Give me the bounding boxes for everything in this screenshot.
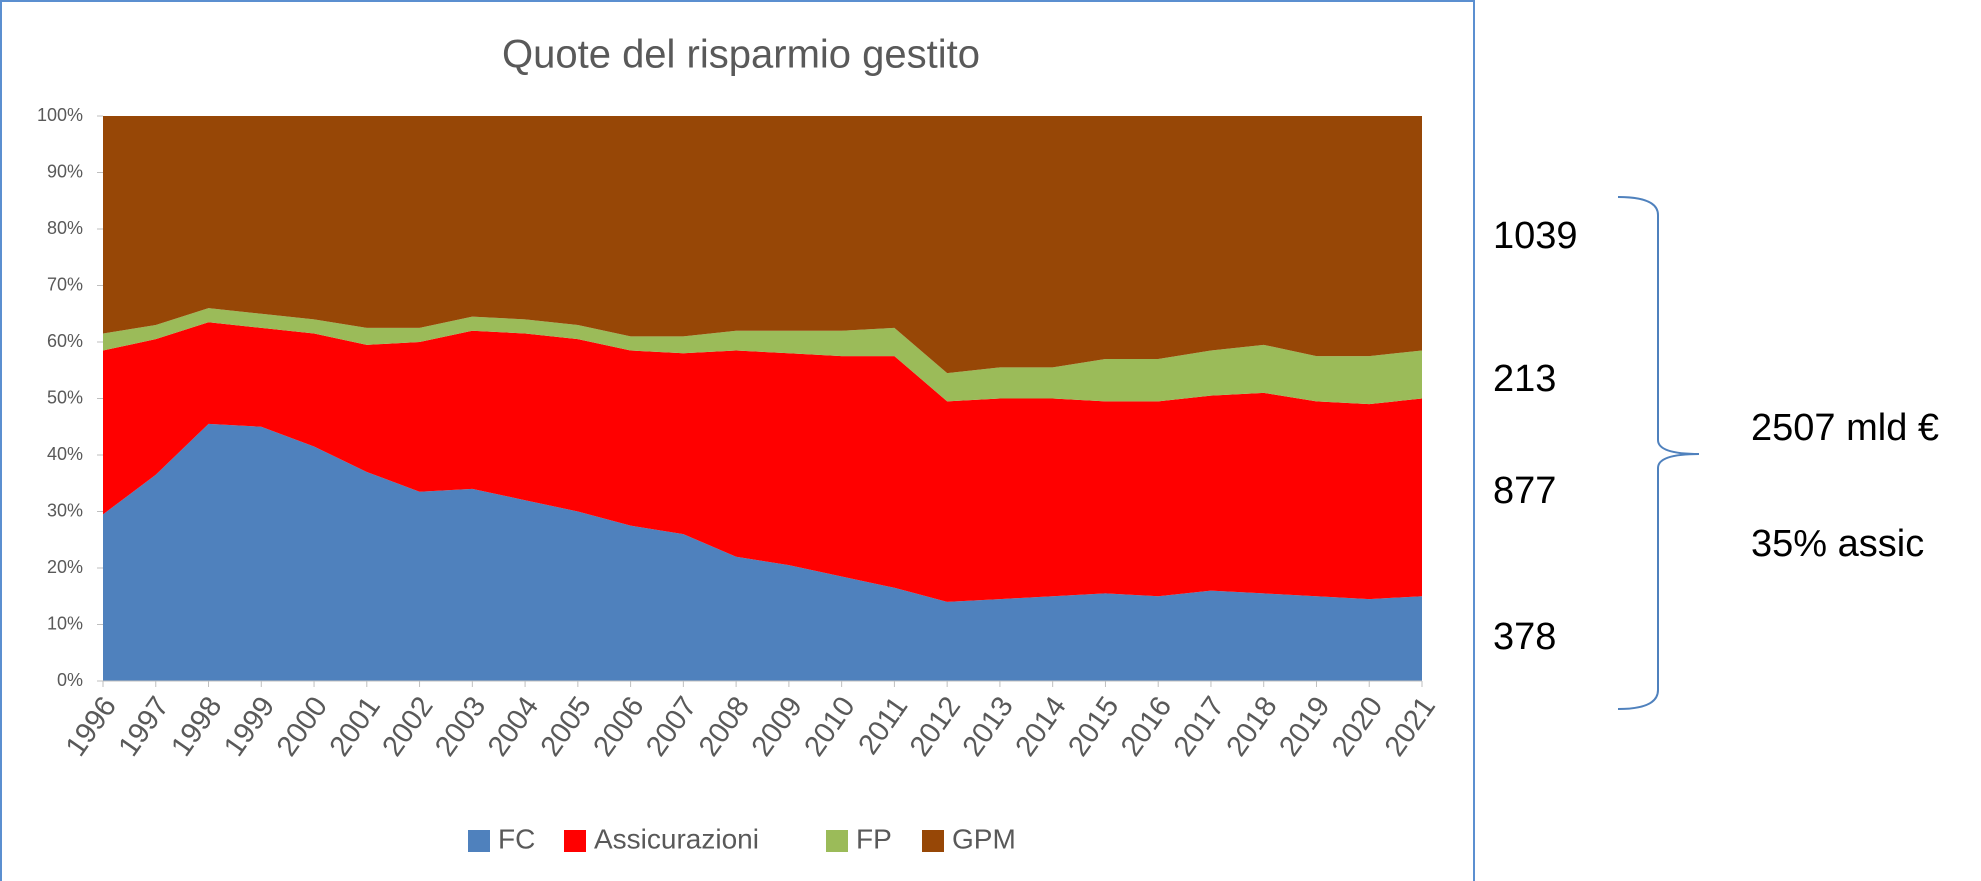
annotation: 2507 mld € (1751, 407, 1939, 449)
y-tick-label: 70% (47, 274, 83, 294)
chart-title: Quote del risparmio gestito (502, 33, 980, 77)
y-tick-label: 90% (47, 161, 83, 181)
legend-swatch (826, 830, 848, 852)
y-tick-label: 80% (47, 218, 83, 238)
y-tick-label: 60% (47, 331, 83, 351)
legend-swatch (468, 830, 490, 852)
area (103, 423, 1422, 681)
y-tick-label: 50% (47, 387, 83, 407)
legend-label: GPM (952, 823, 1016, 854)
area (103, 322, 1422, 602)
y-tick-label: 20% (47, 557, 83, 577)
legend-label: FP (856, 823, 892, 854)
y-tick-label: 0% (57, 670, 83, 690)
annotation: 378 (1493, 616, 1556, 658)
area (103, 116, 1422, 374)
legend-swatch (922, 830, 944, 852)
legend-label: FC (498, 823, 535, 854)
y-tick-label: 30% (47, 500, 83, 520)
area (103, 308, 1422, 405)
annotation: 213 (1493, 358, 1556, 400)
annotation: 877 (1493, 470, 1556, 512)
y-tick-label: 40% (47, 444, 83, 464)
brace (1617, 196, 1700, 710)
legend-label: Assicurazioni (594, 823, 759, 854)
y-tick-label: 100% (37, 105, 83, 125)
annotation: 35% assic (1751, 523, 1924, 565)
legend-swatch (564, 830, 586, 852)
y-tick-label: 10% (47, 613, 83, 633)
annotation: 1039 (1493, 215, 1578, 257)
